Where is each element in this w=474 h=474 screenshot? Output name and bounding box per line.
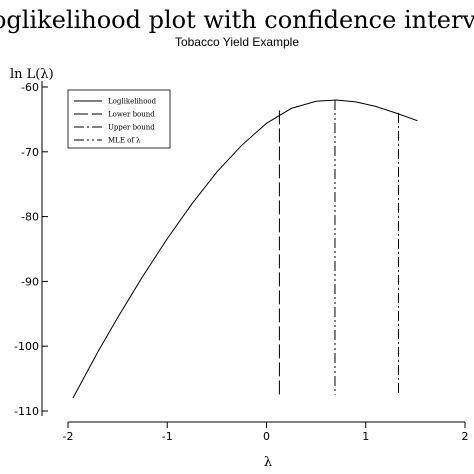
x-tick-label: -2 (63, 430, 74, 443)
legend-label: Upper bound (108, 124, 155, 132)
y-tick-label: -80 (21, 211, 39, 224)
x-tick-label: 1 (362, 430, 369, 443)
y-tick-label: -110 (14, 405, 39, 418)
legend-label: Lower bound (108, 111, 155, 119)
y-tick-label: -90 (21, 275, 39, 288)
x-axis-label: λ (264, 455, 272, 470)
x-tick-label: -1 (162, 430, 173, 443)
chart-title: Loglikelihood plot with confidence inter… (0, 6, 474, 34)
chart-subtitle: Tobacco Yield Example (175, 35, 299, 49)
loglikelihood-curve (72, 99, 418, 399)
legend-label: MLE of λ (108, 137, 141, 145)
legend-label: Loglikelihood (108, 98, 157, 106)
y-axis-label: ln L(λ) (10, 67, 54, 82)
y-tick-label: -100 (14, 340, 39, 353)
y-tick-label: -70 (21, 146, 39, 159)
y-tick-label: -60 (21, 81, 39, 94)
legend-box (67, 89, 171, 149)
x-tick-label: 2 (462, 430, 469, 443)
x-tick-label: 0 (263, 430, 270, 443)
plot-area: -60 -70 -80 -90 -100 -110 -2 -1 0 1 2 (14, 81, 469, 443)
legend: Loglikelihood Lower bound Upper bound MLE o… (67, 89, 171, 149)
